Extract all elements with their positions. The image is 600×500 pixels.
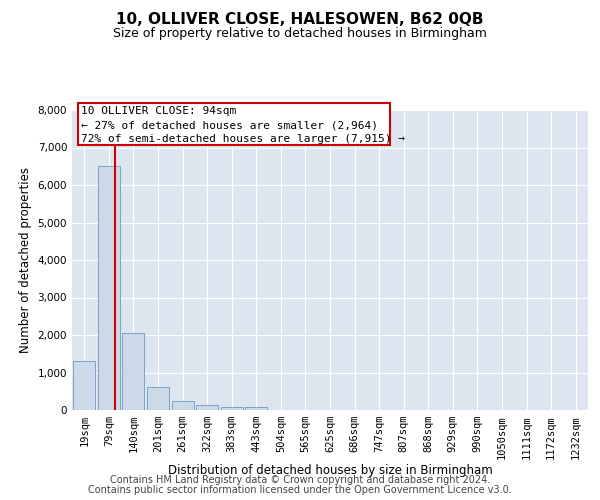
Y-axis label: Number of detached properties: Number of detached properties [19, 167, 32, 353]
Text: Contains HM Land Registry data © Crown copyright and database right 2024.: Contains HM Land Registry data © Crown c… [110, 475, 490, 485]
Text: ← 27% of detached houses are smaller (2,964): ← 27% of detached houses are smaller (2,… [81, 120, 378, 130]
Bar [122, 333, 145, 410]
Bar [221, 406, 243, 410]
Bar [196, 405, 218, 410]
Bar [73, 361, 95, 410]
Text: Contains public sector information licensed under the Open Government Licence v3: Contains public sector information licen… [88, 485, 512, 495]
Bar [245, 408, 268, 410]
Text: 10 OLLIVER CLOSE: 94sqm: 10 OLLIVER CLOSE: 94sqm [81, 106, 236, 117]
Bar [147, 387, 169, 410]
Text: 10, OLLIVER CLOSE, HALESOWEN, B62 0QB: 10, OLLIVER CLOSE, HALESOWEN, B62 0QB [116, 12, 484, 28]
Bar [98, 166, 120, 410]
Bar [172, 400, 194, 410]
X-axis label: Distribution of detached houses by size in Birmingham: Distribution of detached houses by size … [167, 464, 493, 477]
Text: Size of property relative to detached houses in Birmingham: Size of property relative to detached ho… [113, 28, 487, 40]
Text: 72% of semi-detached houses are larger (7,915) →: 72% of semi-detached houses are larger (… [81, 134, 405, 144]
